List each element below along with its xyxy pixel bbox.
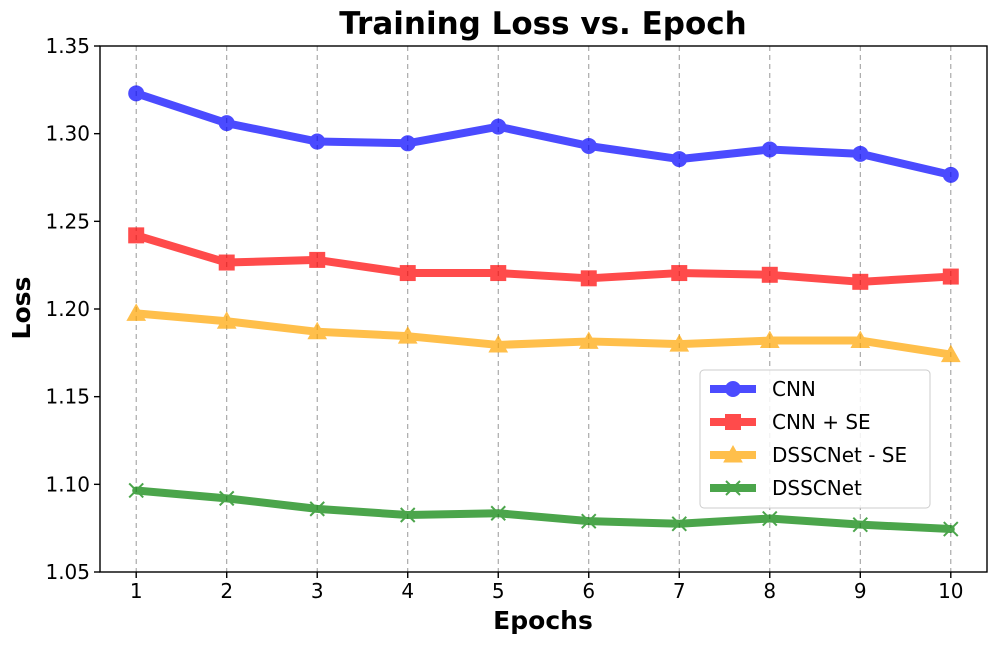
legend-item-dsscnet: DSSCNet	[710, 476, 862, 500]
y-tick-label: 1.30	[45, 122, 90, 146]
data-point-cnn	[852, 145, 869, 162]
series-line-dsscnet	[132, 486, 955, 534]
x-tick-label: 8	[763, 579, 776, 603]
y-tick-label: 1.35	[45, 34, 90, 58]
series-dsscnet	[128, 482, 959, 537]
data-point-cnn	[218, 115, 235, 132]
data-point-dsscnet-se	[578, 331, 599, 349]
data-point-cnn	[580, 137, 597, 154]
axis-ticks: 1 2 3 4 5 6 7 8 9 10 1.05 1.10 1.15 1.20 1.25 1.30 1.35	[45, 34, 963, 603]
data-point-cnn-se	[942, 268, 959, 285]
data-point-dsscnet	[852, 516, 868, 533]
data-point-dsscnet	[400, 507, 416, 523]
legend-item-cnn: CNN	[710, 377, 816, 401]
series-line-cnn	[132, 89, 955, 179]
legend-swatch-marker	[723, 444, 743, 463]
data-point-dsscnet-se	[397, 326, 418, 344]
chart-title: Training Loss vs. Epoch	[339, 6, 746, 42]
data-point-dsscnet	[490, 505, 506, 521]
x-tick-label: 10	[938, 579, 963, 603]
x-tick-label: 6	[582, 579, 595, 603]
data-point-cnn	[309, 133, 326, 150]
data-point-dsscnet-se	[940, 344, 961, 363]
data-point-dsscnet	[671, 516, 687, 532]
y-tick-label: 1.15	[45, 385, 90, 409]
data-point-dsscnet-se	[126, 303, 147, 321]
data-point-cnn-se	[761, 266, 778, 283]
legend-swatch-cnn	[710, 381, 756, 397]
y-axis-label: Loss	[7, 277, 36, 340]
x-tick-label: 7	[673, 579, 686, 603]
series-line-dsscnet-se	[132, 309, 955, 359]
data-point-cnn-se	[852, 273, 869, 290]
data-point-cnn	[761, 141, 778, 158]
series-dsscnet-se	[126, 303, 961, 363]
y-tick-label: 1.05	[45, 560, 90, 584]
x-tick-label: 9	[854, 579, 867, 603]
legend-label-dsscnet-se: DSSCNet - SE	[772, 443, 907, 467]
series-cnn	[128, 85, 959, 183]
y-tick-label: 1.25	[45, 209, 90, 233]
data-point-cnn-se	[309, 251, 326, 268]
data-point-dsscnet-se	[850, 330, 871, 349]
data-point-dsscnet	[128, 482, 144, 499]
legend-swatch-dsscnet-se	[710, 444, 756, 463]
data-point-cnn	[128, 85, 145, 102]
data-point-cnn-se	[399, 265, 416, 282]
x-tick-label: 1	[130, 579, 143, 603]
data-point-dsscnet	[219, 490, 235, 507]
data-point-cnn-se	[218, 254, 235, 271]
data-point-dsscnet	[943, 521, 959, 537]
data-point-cnn-se	[490, 265, 507, 282]
legend-swatch-cnn-se	[710, 414, 756, 430]
series-layer	[126, 85, 961, 537]
data-point-cnn	[942, 166, 959, 183]
data-point-cnn-se	[580, 270, 597, 287]
data-point-dsscnet	[581, 513, 597, 529]
x-axis-label: Epochs	[493, 606, 593, 635]
series-cnn-se	[128, 227, 959, 290]
x-tick-label: 4	[401, 579, 414, 603]
y-tick-label: 1.20	[45, 297, 90, 321]
data-point-dsscnet-se	[488, 334, 509, 353]
legend-swatch-marker	[725, 414, 741, 430]
legend-swatch-dsscnet	[710, 480, 756, 496]
data-point-cnn-se	[671, 265, 688, 282]
data-point-cnn	[671, 151, 688, 168]
data-point-cnn	[490, 118, 507, 135]
legend-swatch-marker	[725, 480, 741, 496]
x-tick-label: 3	[311, 579, 324, 603]
legend-item-dsscnet-se: DSSCNet - SE	[710, 443, 907, 467]
data-point-dsscnet-se	[307, 321, 328, 340]
data-point-dsscnet-se	[669, 334, 690, 352]
data-point-dsscnet	[309, 501, 325, 517]
data-point-dsscnet	[762, 510, 778, 527]
legend-label-dsscnet: DSSCNet	[772, 476, 862, 500]
data-point-dsscnet-se	[759, 330, 780, 349]
legend-label-cnn: CNN	[772, 377, 816, 401]
legend-label-cnn-se: CNN + SE	[772, 410, 871, 434]
data-point-dsscnet-se	[216, 311, 237, 329]
data-point-cnn	[399, 135, 416, 152]
data-point-cnn-se	[128, 227, 145, 244]
legend-box	[699, 369, 931, 509]
legend: CNN CNN + SE DSSCNet - SE DSSCNet	[699, 369, 931, 509]
legend-swatch-marker	[725, 381, 741, 397]
series-line-cnn-se	[132, 231, 955, 286]
y-tick-label: 1.10	[45, 472, 90, 496]
x-tick-label: 2	[220, 579, 233, 603]
x-tick-label: 5	[492, 579, 505, 603]
legend-item-cnn-se: CNN + SE	[710, 410, 871, 434]
